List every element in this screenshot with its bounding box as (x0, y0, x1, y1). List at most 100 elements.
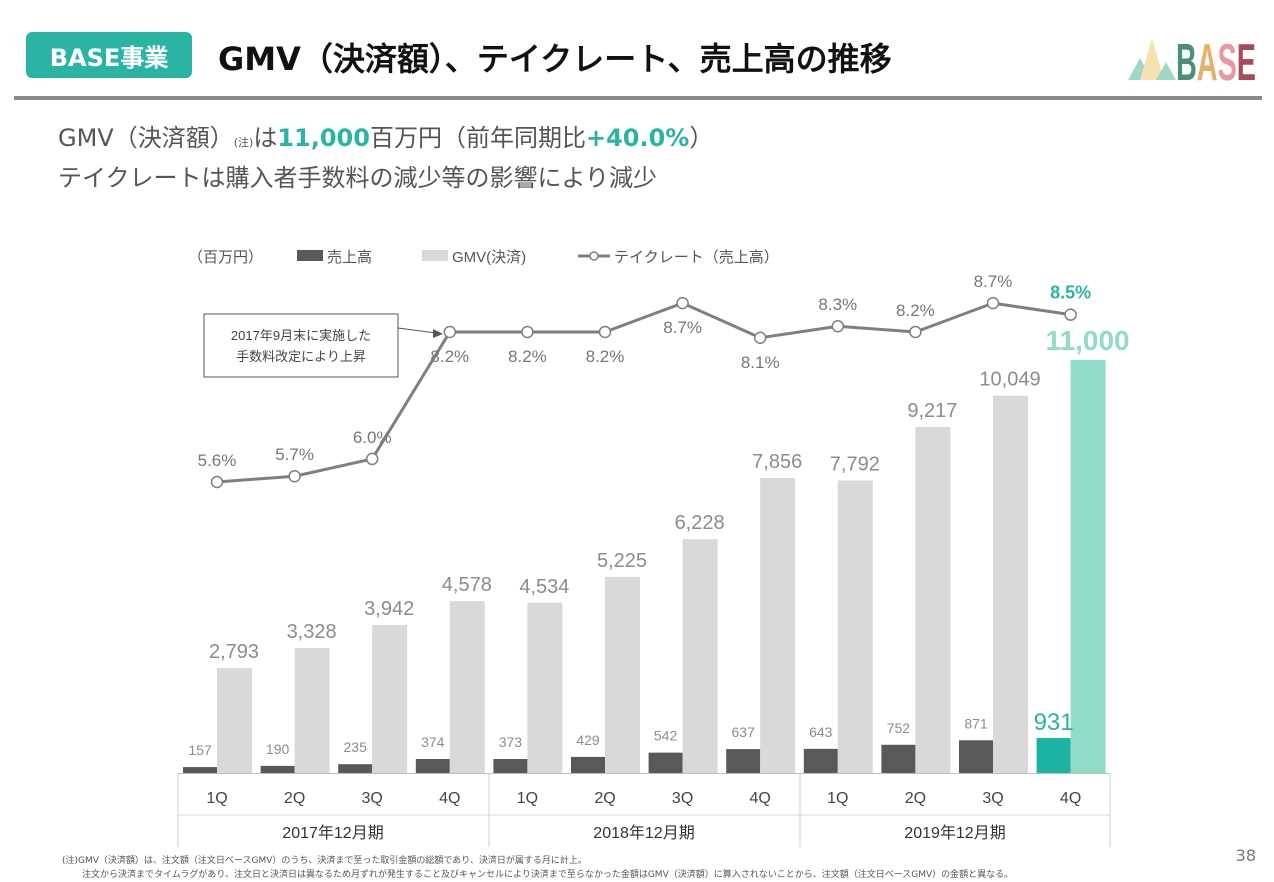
quarter-tick-label: 3Q (982, 790, 1003, 807)
take-rate-label: 8.2% (586, 347, 625, 366)
gmv-bar (837, 480, 873, 773)
growth-value: +40.0% (585, 124, 690, 152)
section-badge: BASE事業 (26, 32, 192, 78)
take-rate-point (676, 296, 689, 310)
take-rate-label: 6.0% (353, 428, 392, 447)
sales-data-label: 931 (1034, 709, 1074, 736)
sales-data-label: 235 (344, 739, 368, 755)
take-rate-point (365, 452, 379, 466)
gmv-data-label: 7,792 (830, 453, 880, 475)
annotation-arrowhead (433, 329, 443, 338)
gmv-data-label: 11,000 (1046, 325, 1130, 356)
take-rate-point (598, 325, 612, 339)
summary-text: ） (689, 124, 714, 152)
take-rate-point (909, 325, 922, 339)
gmv-bar (449, 601, 485, 773)
summary-line-1: GMV（決済額）(注)は11,000百万円（前年同期比+40.0%） (58, 118, 713, 153)
gmv-data-label: 4,534 (519, 576, 569, 598)
legend-label-sales: 売上高 (327, 249, 372, 266)
sales-bar (648, 752, 683, 773)
take-rate-label: 8.2% (508, 347, 547, 366)
gmv-data-label: 3,942 (364, 598, 414, 620)
sales-data-label: 643 (809, 724, 833, 740)
quarter-tick-label: 2Q (284, 790, 305, 807)
sales-bar (881, 744, 916, 773)
sales-data-label: 157 (188, 742, 212, 758)
summary-text: は (253, 124, 278, 152)
base-logo: BASE (1128, 34, 1256, 82)
quarter-tick-label: 4Q (1060, 790, 1081, 807)
gmv-data-label: 2,793 (209, 641, 259, 663)
sales-data-label: 373 (499, 734, 523, 750)
quarter-tick-label: 1Q (827, 790, 848, 807)
gmv-data-label: 9,217 (907, 400, 957, 422)
gmv-bar (993, 395, 1028, 773)
sales-bar (571, 756, 605, 773)
sales-bar (338, 764, 373, 773)
quarter-tick-label: 2Q (905, 790, 926, 807)
quarter-tick-label: 4Q (750, 790, 771, 807)
gmv-bar (605, 576, 640, 773)
legend-swatch-gmv (422, 250, 448, 261)
page-number: 38 (1235, 846, 1256, 865)
take-rate-label: 8.5% (1050, 283, 1091, 303)
quarter-tick-label: 4Q (439, 790, 460, 807)
take-rate-label: 8.7% (663, 318, 702, 337)
sales-data-label: 429 (576, 732, 600, 748)
gmv-data-label: 6,228 (675, 512, 725, 534)
summary-text: GMV（決済額） (58, 124, 234, 152)
sales-bar (726, 749, 761, 773)
gmv-bar (760, 478, 796, 773)
legend-unit: （百万円） (188, 249, 263, 266)
quarter-tick-label: 1Q (517, 790, 538, 807)
take-rate-point (1064, 308, 1077, 321)
sales-data-label: 871 (964, 715, 988, 731)
gmv-bar (682, 539, 718, 773)
note-marker: (注) (233, 136, 254, 149)
footnote-2: 注文から決済までタイムラグがあり、注文日と決済日は異なるため月ずれが発生すること… (82, 870, 1014, 880)
gmv-bar (372, 624, 408, 773)
page-title: GMV（決済額）、テイクレート、売上高の推移 (218, 40, 892, 78)
take-rate-label: 8.2% (896, 301, 935, 320)
header-divider (14, 96, 1262, 100)
gmv-bar (217, 668, 252, 773)
gmv-bar (1070, 360, 1106, 773)
fiscal-year-label: 2018年12月期 (593, 824, 694, 842)
quarter-tick-label: 3Q (672, 790, 693, 807)
take-rate-label: 8.2% (430, 347, 469, 366)
sales-data-label: 542 (654, 728, 678, 744)
take-rate-line (216, 301, 1071, 484)
fiscal-year-label: 2017年12月期 (282, 824, 383, 842)
take-rate-point (443, 325, 457, 339)
take-rate-point (521, 325, 534, 339)
gmv-data-label: 3,328 (287, 621, 337, 643)
sales-bar (260, 765, 295, 773)
sales-bar (959, 740, 993, 773)
legend-label-gmv: GMV(決済) (452, 249, 526, 266)
gmv-value: 11,000 (277, 124, 370, 152)
footnote-1: (注)GMV（決済額）は、注文額（注文日ベースGMV）のうち、決済まで至った取引… (62, 856, 587, 866)
sales-bar (803, 748, 838, 773)
take-rate-point (288, 469, 301, 483)
quarter-tick-label: 3Q (362, 790, 383, 807)
take-rate-label: 5.6% (198, 451, 237, 470)
sales-bar (183, 767, 217, 773)
gmv-data-label: 5,225 (597, 550, 647, 572)
sales-data-label: 190 (266, 741, 290, 757)
gmv-bar (915, 426, 951, 773)
sales-bar (415, 758, 450, 773)
summary-text: 百万円（前年同期比 (369, 124, 586, 152)
fiscal-year-label: 2019年12月期 (904, 824, 1005, 842)
take-rate-point (753, 331, 767, 344)
gmv-bar (527, 602, 563, 773)
annotation-text: 2017年9月末に実施した (231, 328, 371, 343)
take-rate-point (986, 296, 1000, 310)
gmv-data-label: 7,856 (752, 451, 802, 473)
legend-swatch-sales (297, 250, 323, 261)
sales-data-label: 752 (887, 720, 911, 736)
take-rate-label: 8.3% (818, 295, 857, 314)
gmv-data-label: 10,049 (979, 369, 1040, 391)
sales-data-label: 637 (732, 724, 756, 740)
sales-bar (1036, 738, 1071, 773)
